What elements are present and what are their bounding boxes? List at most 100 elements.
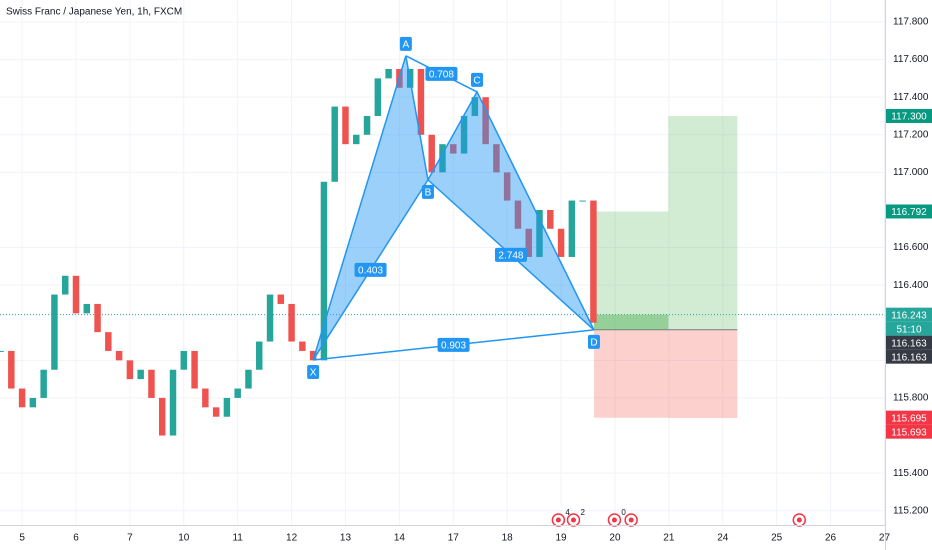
candle — [471, 97, 479, 116]
point-badge — [399, 36, 412, 51]
price-badge-label: 115.693 — [891, 427, 927, 438]
y-tick-label: 117.600 — [893, 54, 929, 65]
x-tick-label: 26 — [825, 533, 837, 544]
y-tick-label: 116.400 — [893, 280, 929, 291]
y-tick-label: 115.800 — [893, 393, 929, 404]
point-label: D — [590, 338, 597, 349]
y-tick-label: 117.000 — [893, 167, 929, 178]
candle — [105, 332, 112, 351]
candle — [72, 275, 80, 314]
loss-zone — [668, 329, 738, 419]
candle — [374, 78, 382, 116]
candle — [547, 209, 554, 229]
price-badge — [886, 307, 932, 322]
x-tick-label: 19 — [556, 533, 568, 544]
ratio-label: 0.708 — [429, 70, 454, 81]
candle — [94, 303, 101, 333]
candle — [525, 228, 532, 257]
chart-title: Swiss Franc / Japanese Yen, 1h, FXCM — [6, 7, 182, 18]
candle — [288, 303, 295, 342]
candle — [40, 369, 47, 398]
candle — [299, 341, 306, 351]
x-tick-label: 13 — [340, 533, 352, 544]
candle — [385, 68, 392, 79]
event-dot — [628, 517, 634, 523]
point-label: B — [425, 188, 432, 199]
loss-zone — [593, 329, 669, 418]
candle — [568, 200, 576, 257]
candle — [428, 134, 435, 173]
grid — [0, 0, 885, 525]
candle — [277, 294, 285, 304]
profit-zone — [593, 211, 669, 330]
price-badge-label: 115.695 — [891, 413, 927, 424]
point-badge — [307, 364, 320, 379]
candle — [83, 303, 91, 314]
event-dot — [570, 517, 576, 523]
x-tick-label: 14 — [394, 533, 406, 544]
point-label: A — [403, 39, 410, 50]
y-tick-label: 117.200 — [893, 129, 929, 140]
candle — [417, 68, 425, 135]
candle — [363, 115, 371, 135]
candle — [234, 388, 241, 398]
y-tick-label: 117.800 — [893, 17, 929, 28]
candle — [266, 294, 274, 342]
candle — [514, 200, 522, 229]
ratio-label: 2.748 — [498, 251, 523, 262]
candle — [202, 388, 209, 408]
x-tick-label: 20 — [609, 533, 621, 544]
event-dot — [611, 517, 617, 523]
x-tick-label: 21 — [663, 533, 675, 544]
y-tick-label: 117.400 — [893, 92, 929, 103]
candle — [579, 200, 586, 202]
event-count: 4 — [565, 508, 570, 517]
candle — [8, 350, 15, 389]
x-tick-label: 5 — [19, 533, 25, 544]
event-dot — [796, 517, 802, 523]
candle — [18, 388, 26, 408]
candle — [169, 369, 177, 436]
candle — [212, 407, 220, 417]
candle — [0, 350, 4, 352]
event-dot — [555, 517, 561, 523]
y-tick-label: 116.600 — [893, 242, 929, 253]
candle — [353, 134, 360, 145]
x-tick-label: 18 — [502, 533, 514, 544]
price-badge — [886, 410, 932, 425]
open-profit — [593, 314, 669, 330]
ratio-badge — [494, 247, 527, 262]
x-tick-label: 11 — [232, 533, 243, 544]
y-tick-label: 115.400 — [893, 468, 929, 479]
axes: 5 6 7 10 11 12 13 14 17 18 19 20 21 24 25 26 27117.80011… — [19, 17, 932, 544]
candle — [342, 106, 349, 145]
x-tick-label: 24 — [717, 533, 729, 544]
candle — [309, 350, 317, 361]
candle — [439, 144, 446, 173]
candle — [245, 369, 252, 389]
candle — [460, 115, 468, 154]
candle — [148, 369, 155, 398]
candle — [180, 350, 188, 370]
point-label: C — [473, 76, 480, 87]
ratio-label: 0.903 — [441, 341, 466, 352]
y-tick-label: 115.200 — [893, 505, 929, 516]
profit-zone — [668, 115, 738, 330]
candle — [536, 209, 543, 257]
candle — [51, 294, 58, 370]
price-badge-label: 116.163 — [891, 352, 927, 363]
plot: 0.403 0.708 2.748 0.903 X A B C D 4 2 0 — [0, 36, 885, 527]
event-count: 2 — [580, 508, 585, 517]
x-tick-label: 6 — [73, 533, 79, 544]
point-badge — [470, 72, 483, 87]
price-badge-label: 116.163 — [891, 338, 927, 349]
candle — [126, 360, 134, 380]
candle — [450, 144, 457, 154]
x-tick-label: 27 — [879, 533, 891, 544]
candle — [493, 144, 500, 173]
candle — [557, 228, 565, 257]
candle — [61, 275, 69, 295]
price-badge-label: 117.300 — [891, 112, 927, 123]
x-tick-label: 7 — [127, 533, 133, 544]
candle — [223, 397, 231, 417]
